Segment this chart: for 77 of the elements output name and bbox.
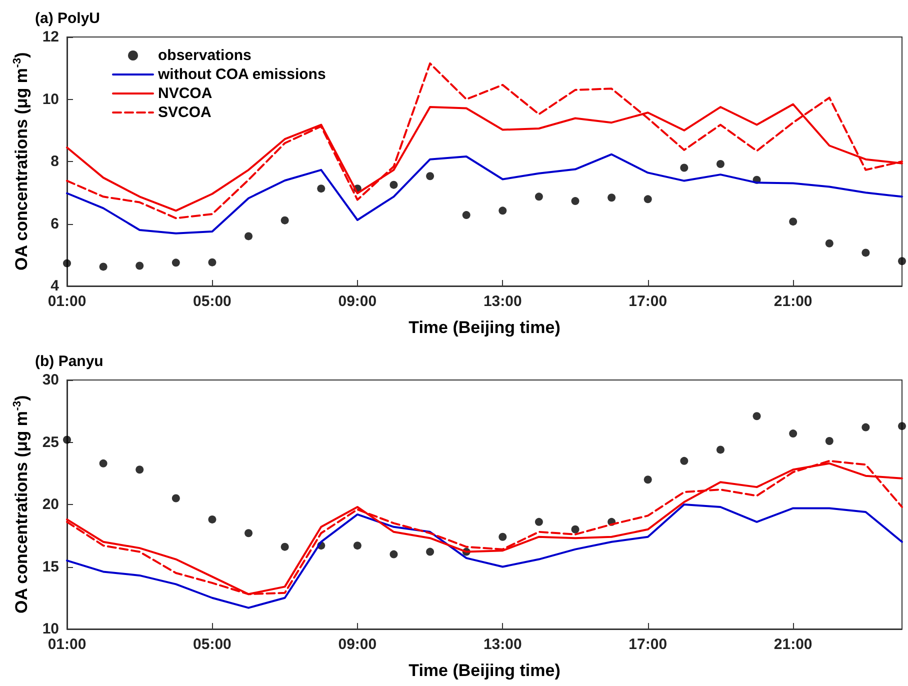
point [136,262,144,270]
legend-label: without COA emissions [157,66,326,83]
y-tick-label: 20 [42,496,59,513]
point [680,164,688,172]
point [172,258,180,267]
y-tick-label: 10 [42,90,59,108]
point [462,211,470,220]
point [63,259,71,268]
point [426,172,434,180]
legend-label: SVCOA [158,104,212,121]
x-tick-label: 09:00 [338,636,377,653]
x-tick-label: 05:00 [193,293,232,310]
point [99,459,108,468]
point [172,494,180,502]
point [789,218,798,226]
point [136,466,144,474]
x-tick-label: 13:00 [483,636,522,653]
point [898,422,906,430]
y-tick-label: 30 [42,372,59,388]
x-tick-label: 01:00 [48,636,86,653]
x-tick-label: 21:00 [774,636,812,653]
point [608,194,616,202]
point [208,258,216,266]
y-tick-label: 8 [50,153,59,170]
point [534,518,543,526]
line-series [66,504,903,609]
point [898,257,906,266]
point [825,239,834,248]
x-tick-label: 01:00 [48,293,86,310]
point [280,216,289,224]
point [244,529,253,538]
point [644,476,652,484]
x-tick-label: 21:00 [774,293,812,310]
point [534,192,543,201]
x-tick-label: 09:00 [338,293,377,310]
point [390,180,398,189]
point [825,437,834,446]
point [208,515,216,524]
point [353,542,362,550]
point [426,548,434,556]
x-tick-label: 17:00 [628,636,668,653]
chart-title: (b) Panyu [35,353,104,370]
point [244,232,253,240]
x-tick-label: 13:00 [483,293,522,310]
y-tick-label: 12 [42,28,59,46]
x-tick-label: 05:00 [193,636,232,653]
point [390,550,398,558]
point [862,423,870,432]
point [644,195,652,204]
point [317,184,326,193]
point [280,542,289,551]
y-tick-label: 10 [42,620,59,638]
point [63,436,71,444]
point [789,430,798,438]
y-tick-label: 4 [50,278,60,294]
x-tick-label: 17:00 [628,293,668,310]
x-axis-title: Time (Beijing time) [408,318,560,337]
y-axis-title: OA concentrations (μg m-3) [12,52,31,270]
point [716,160,724,168]
y-tick-label: 6 [50,215,59,232]
chart-title: (a) PolyU [35,10,100,27]
point [571,197,580,206]
point [862,248,870,257]
point [571,525,580,534]
point [99,262,108,271]
point [716,446,724,454]
legend-label: NVCOA [158,85,212,102]
y-axis-title: OA concentrations (μg m-3) [12,395,31,614]
x-axis-title: Time (Beijing time) [408,661,560,680]
legend-label: observations [158,47,252,64]
point [498,532,507,541]
line-series [66,153,903,234]
y-tick-label: 15 [42,558,59,576]
point [680,456,688,465]
y-tick-label: 25 [42,434,59,451]
point [498,206,507,215]
point [752,412,761,420]
